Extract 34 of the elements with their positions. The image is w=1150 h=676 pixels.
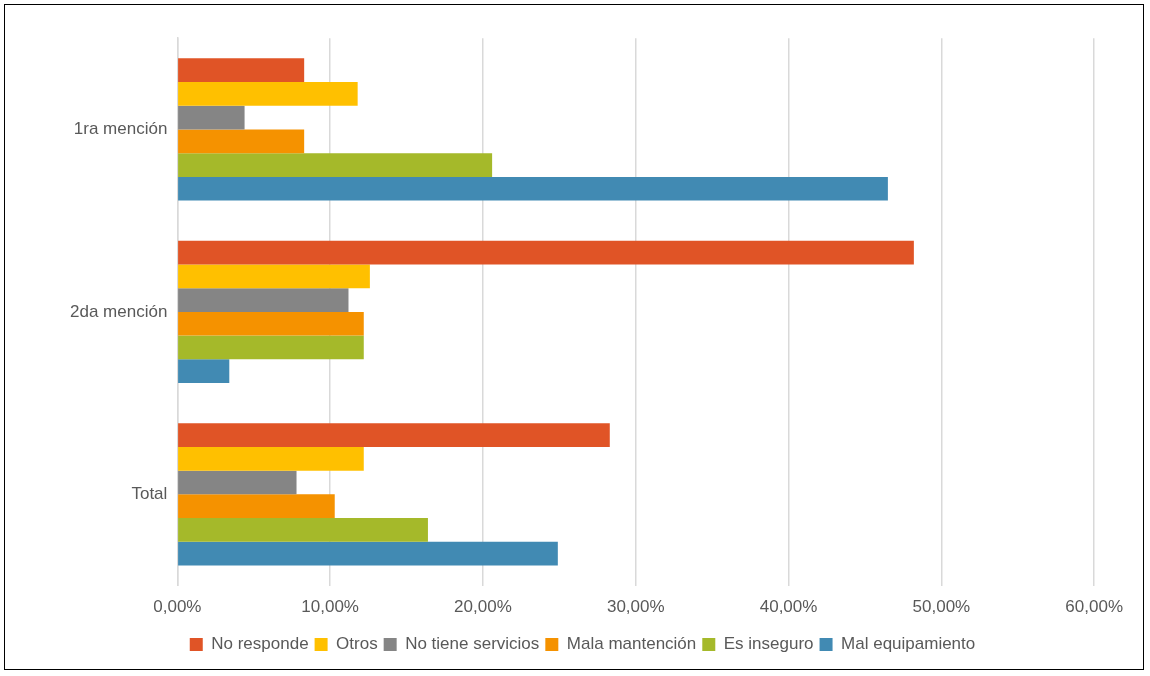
- x-tick-label: 40,00%: [759, 597, 818, 617]
- x-tick-label: 20,00%: [454, 597, 512, 617]
- bar: [178, 359, 230, 384]
- y-tick-label: 1ra mención: [73, 119, 168, 139]
- bar: [178, 423, 610, 447]
- bar: [178, 176, 888, 201]
- legend-label: Es inseguro: [723, 634, 814, 654]
- bar: [178, 81, 358, 106]
- x-tick-label: 60,00%: [1065, 597, 1124, 617]
- legend-label: Otros: [336, 634, 378, 654]
- bar: [178, 288, 349, 312]
- bar: [178, 58, 305, 82]
- x-tick-label: 10,00%: [301, 597, 359, 617]
- bar: [178, 153, 493, 177]
- bar: [178, 541, 558, 566]
- bar: [178, 335, 364, 360]
- bar: [178, 264, 370, 289]
- bar: [178, 470, 297, 495]
- bar: [178, 446, 364, 471]
- bar: [178, 129, 305, 154]
- x-tick-label: 30,00%: [606, 597, 665, 617]
- legend-label: Mal equipamiento: [841, 634, 976, 654]
- bar: [178, 311, 364, 336]
- legend-label: No tiene servicios: [405, 634, 540, 654]
- bar: [178, 240, 914, 265]
- legend-label: No responde: [211, 634, 309, 654]
- y-tick-label: 2da mención: [70, 301, 168, 321]
- bar: [178, 494, 335, 519]
- bar: [178, 518, 428, 542]
- x-tick-label: 0,00%: [153, 597, 202, 617]
- bar: [178, 105, 245, 130]
- legend-label: Mala mantención: [566, 634, 697, 654]
- x-tick-label: 50,00%: [912, 597, 971, 617]
- y-tick-label: Total: [131, 484, 168, 504]
